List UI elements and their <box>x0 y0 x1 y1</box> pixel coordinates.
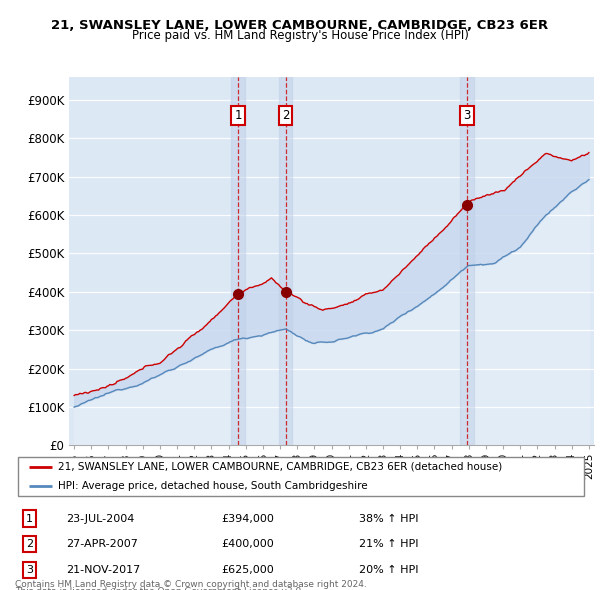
Text: 23-JUL-2004: 23-JUL-2004 <box>67 514 135 523</box>
Bar <box>460 77 474 445</box>
Text: 20% ↑ HPI: 20% ↑ HPI <box>359 565 418 575</box>
Text: HPI: Average price, detached house, South Cambridgeshire: HPI: Average price, detached house, Sout… <box>58 481 368 491</box>
Text: This data is licensed under the Open Government Licence v3.0.: This data is licensed under the Open Gov… <box>15 587 304 590</box>
Bar <box>231 77 245 445</box>
Text: £400,000: £400,000 <box>221 539 274 549</box>
FancyBboxPatch shape <box>18 457 584 496</box>
Text: 27-APR-2007: 27-APR-2007 <box>67 539 139 549</box>
Text: Contains HM Land Registry data © Crown copyright and database right 2024.: Contains HM Land Registry data © Crown c… <box>15 580 367 589</box>
Text: 2: 2 <box>282 109 289 122</box>
Text: 3: 3 <box>26 565 33 575</box>
Text: 21% ↑ HPI: 21% ↑ HPI <box>359 539 418 549</box>
Text: 21-NOV-2017: 21-NOV-2017 <box>67 565 141 575</box>
Text: Price paid vs. HM Land Registry's House Price Index (HPI): Price paid vs. HM Land Registry's House … <box>131 30 469 42</box>
Text: £625,000: £625,000 <box>221 565 274 575</box>
Text: £394,000: £394,000 <box>221 514 274 523</box>
Bar <box>278 77 292 445</box>
Text: 38% ↑ HPI: 38% ↑ HPI <box>359 514 418 523</box>
Text: 2: 2 <box>26 539 33 549</box>
Text: 1: 1 <box>26 514 33 523</box>
Text: 21, SWANSLEY LANE, LOWER CAMBOURNE, CAMBRIDGE, CB23 6ER: 21, SWANSLEY LANE, LOWER CAMBOURNE, CAMB… <box>52 19 548 32</box>
Text: 3: 3 <box>463 109 470 122</box>
Text: 21, SWANSLEY LANE, LOWER CAMBOURNE, CAMBRIDGE, CB23 6ER (detached house): 21, SWANSLEY LANE, LOWER CAMBOURNE, CAMB… <box>58 462 502 471</box>
Text: 1: 1 <box>234 109 242 122</box>
